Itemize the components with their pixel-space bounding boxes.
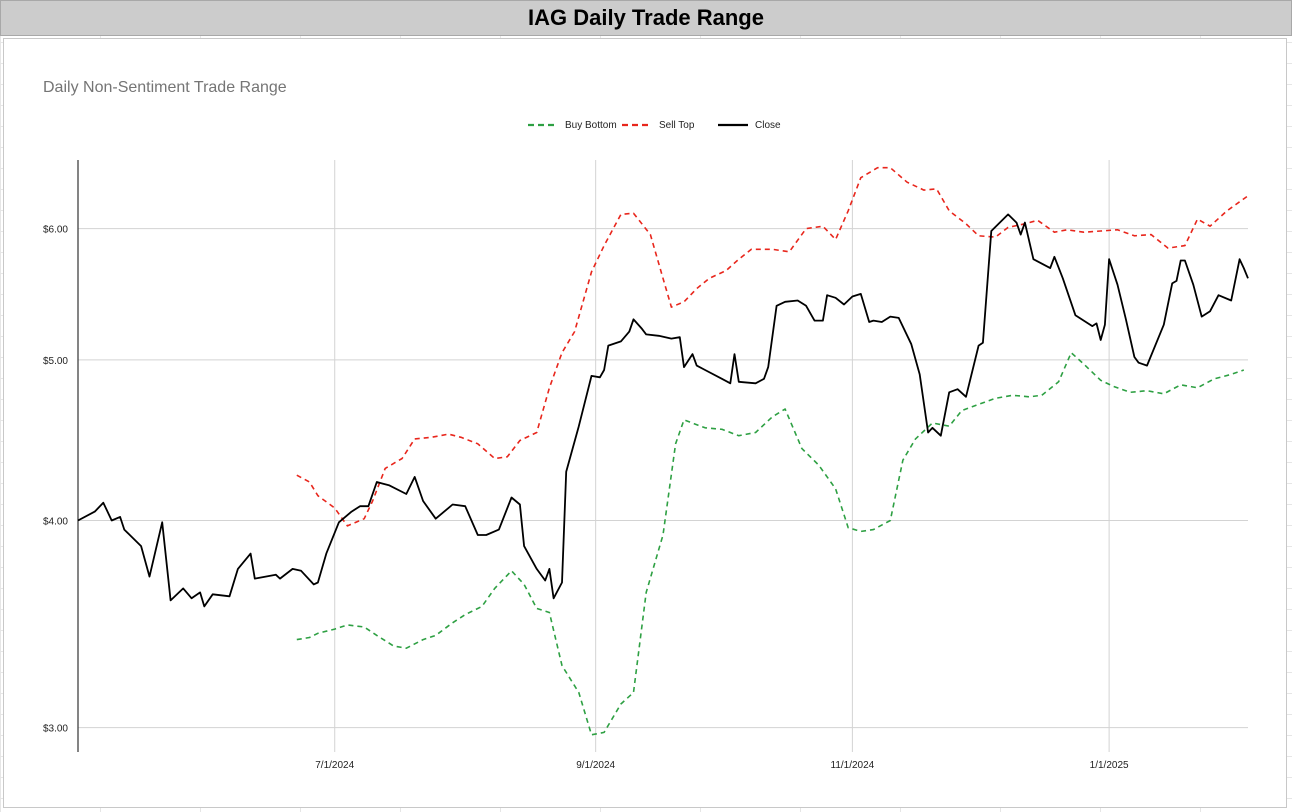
- series-line-sell-top: [296, 166, 1249, 527]
- series-lines: [77, 166, 1249, 736]
- x-tick-label: 11/1/2024: [831, 760, 875, 771]
- legend: Buy Bottom Sell Top Close: [528, 120, 781, 131]
- legend-label-close: Close: [755, 120, 781, 131]
- chart-title-bar: IAG Daily Trade Range: [0, 0, 1292, 36]
- y-tick-label: $5.00: [43, 356, 68, 367]
- x-tick-label: 9/1/2024: [576, 760, 615, 771]
- chart-container[interactable]: [3, 38, 1287, 808]
- grid-lines: [78, 160, 1248, 752]
- x-tick-label: 7/1/2024: [315, 760, 354, 771]
- y-tick-label: $4.00: [43, 516, 68, 527]
- series-line-close: [77, 213, 1249, 608]
- x-tick-label: 1/1/2025: [1090, 760, 1129, 771]
- legend-label-buy-bottom: Buy Bottom: [565, 120, 617, 131]
- y-tick-label: $6.00: [43, 225, 68, 236]
- page-title: IAG Daily Trade Range: [528, 5, 764, 30]
- legend-label-sell-top: Sell Top: [659, 120, 695, 131]
- chart-subtitle: Daily Non-Sentiment Trade Range: [43, 79, 287, 96]
- series-line-buy-bottom: [296, 351, 1245, 736]
- axes: $3.00 $4.00 $5.00 $6.00 7/1/2024 9/1/2024 11/1…: [43, 160, 1129, 771]
- y-tick-label: $3.00: [43, 724, 68, 735]
